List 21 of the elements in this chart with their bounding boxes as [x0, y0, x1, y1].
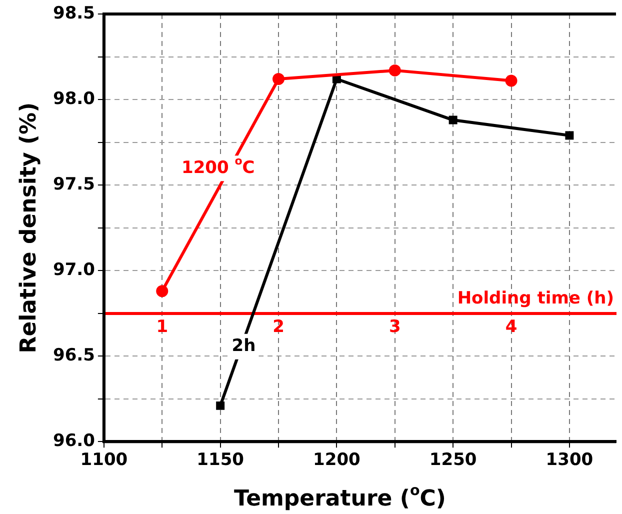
series-label: 2h	[232, 336, 256, 356]
x2-tick-label: 1	[156, 316, 168, 337]
x-tick-label: 1200	[313, 450, 361, 470]
y-tick-label: 98.0	[52, 88, 96, 109]
x-tick-label: 1250	[429, 450, 477, 470]
point	[216, 401, 225, 410]
x2-tick-label: 3	[388, 316, 401, 337]
y-tick-label: 96.5	[52, 346, 95, 366]
point	[565, 131, 574, 140]
x2-axis-title: Holding time (h)	[457, 288, 614, 309]
x-tick-label: 1150	[196, 450, 244, 470]
y-tick-label: 97.5	[52, 174, 95, 194]
x2-tick-label: 2	[272, 316, 284, 337]
x2-tick-label: 4	[505, 316, 518, 337]
x-tick-label: 1300	[546, 450, 594, 470]
x-tick-label: 1100	[80, 450, 128, 470]
y-tick-label: 97.0	[52, 260, 96, 280]
y-axis-title: Relative density (%)	[16, 102, 42, 354]
y-tick-label: 98.5	[52, 3, 95, 24]
y-tick-label: 96.0	[52, 431, 96, 452]
point	[448, 116, 458, 124]
